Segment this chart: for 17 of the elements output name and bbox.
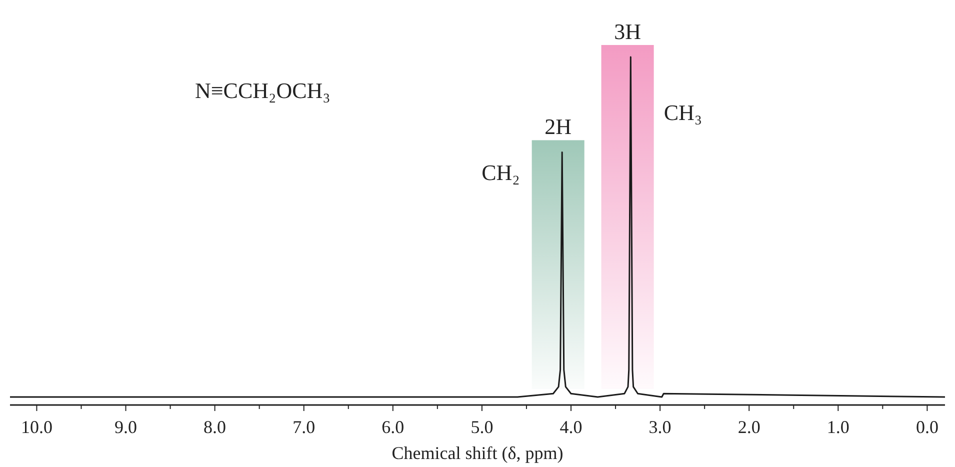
- x-tick-label: 9.0: [114, 417, 138, 437]
- x-tick-label: 3.0: [648, 417, 672, 437]
- x-tick-label: 2.0: [738, 417, 760, 437]
- x-tick-label: 10.0: [20, 417, 52, 437]
- x-tick-label: 4.0: [560, 417, 582, 437]
- x-tick-label: 5.0: [470, 417, 494, 437]
- annotation: CH₂: [482, 160, 520, 186]
- x-tick-label: 6.0: [382, 417, 404, 437]
- x-axis-title: Chemical shift (δ, ppm): [392, 443, 564, 463]
- band-label: 2H: [544, 114, 572, 140]
- band-label: 3H: [614, 19, 642, 44]
- annotation: CH₃: [664, 100, 702, 125]
- x-tick-label: 0.0: [916, 417, 938, 437]
- x-tick-label: 8.0: [204, 417, 226, 437]
- x-tick-label: 7.0: [292, 417, 316, 437]
- annotation: N≡CCH₂OCH₃: [195, 78, 330, 103]
- x-tick-label: 1.0: [826, 417, 850, 437]
